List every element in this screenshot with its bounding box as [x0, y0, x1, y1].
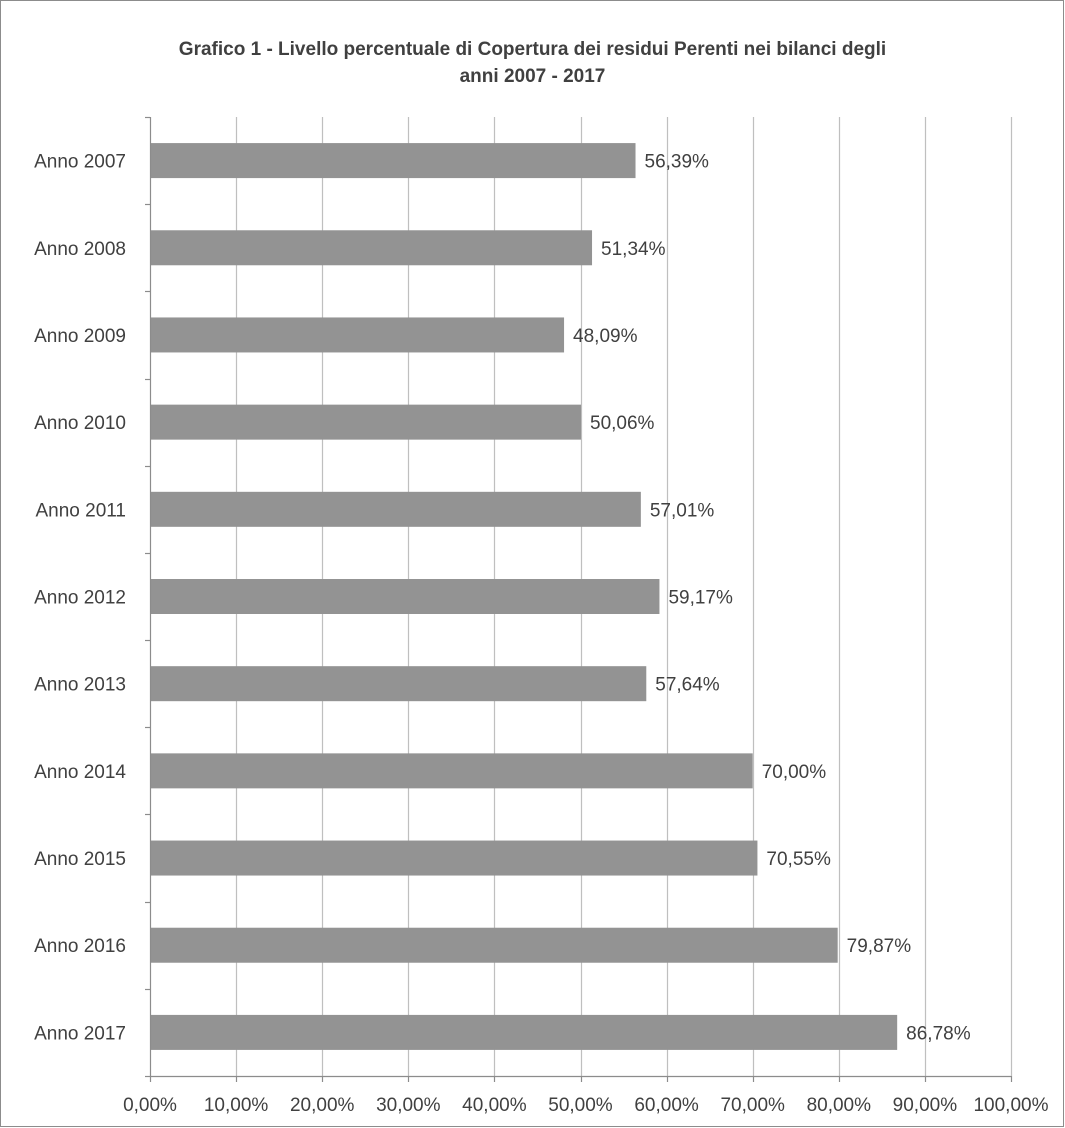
data-label-anno-2016: 79,87%: [847, 936, 912, 957]
x-tick-label-70: 70,00%: [720, 1095, 785, 1116]
x-tick-label-0: 0,00%: [123, 1095, 177, 1116]
x-tick-label-90: 90,00%: [893, 1095, 958, 1116]
category-label-anno-2009: Anno 2009: [34, 326, 126, 347]
x-tick-label-100: 100,00%: [973, 1095, 1048, 1116]
bar-anno-2010: [150, 404, 582, 440]
x-tick-label-60: 60,00%: [634, 1095, 699, 1116]
x-tick-label-10: 10,00%: [204, 1095, 269, 1116]
x-tick-label-50: 50,00%: [548, 1095, 613, 1116]
bar-anno-2013: [150, 666, 647, 702]
x-tick-label-20: 20,00%: [290, 1095, 355, 1116]
chart-title: Grafico 1 - Livello percentuale di Coper…: [0, 36, 1065, 90]
category-label-anno-2007: Anno 2007: [34, 152, 126, 173]
x-tick-label-80: 80,00%: [807, 1095, 872, 1116]
bar-anno-2017: [150, 1014, 898, 1050]
axes: [145, 116, 1013, 1082]
bar-anno-2012: [150, 579, 660, 614]
data-label-anno-2009: 48,09%: [573, 326, 638, 347]
bar-anno-2009: [150, 317, 565, 353]
category-label-anno-2013: Anno 2013: [34, 675, 126, 696]
data-label-anno-2010: 50,06%: [590, 413, 655, 434]
category-label-anno-2016: Anno 2016: [34, 936, 126, 957]
data-label-anno-2012: 59,17%: [668, 588, 733, 609]
bars: [150, 143, 898, 1050]
bar-anno-2007: [150, 143, 636, 179]
data-label-anno-2008: 51,34%: [601, 239, 666, 260]
bar-anno-2008: [150, 230, 593, 266]
x-tick-label-30: 30,00%: [376, 1095, 441, 1116]
category-label-anno-2008: Anno 2008: [34, 239, 126, 260]
x-tick-label-40: 40,00%: [462, 1095, 527, 1116]
category-label-anno-2011: Anno 2011: [35, 500, 126, 521]
data-label-anno-2013: 57,64%: [655, 675, 720, 696]
category-label-anno-2010: Anno 2010: [34, 413, 126, 434]
bar-anno-2014: [150, 753, 753, 789]
chart-title-line-1: Grafico 1 - Livello percentuale di Coper…: [178, 39, 887, 60]
category-label-anno-2017: Anno 2017: [34, 1023, 126, 1044]
bar-anno-2015: [150, 840, 758, 876]
category-label-anno-2014: Anno 2014: [34, 762, 126, 783]
labels: 0,00% 10,00% 20,00% 30,00% 40,00% 50,00% 60,00…: [34, 152, 1049, 1116]
chart-title-line-2: anni 2007 - 2017: [459, 66, 606, 87]
category-label-anno-2012: Anno 2012: [34, 588, 126, 609]
category-label-anno-2015: Anno 2015: [34, 849, 126, 870]
data-label-anno-2015: 70,55%: [766, 849, 831, 870]
bar-anno-2016: [150, 927, 838, 963]
data-label-anno-2017: 86,78%: [906, 1023, 971, 1044]
bar-anno-2011: [150, 491, 641, 527]
data-label-anno-2007: 56,39%: [645, 152, 710, 173]
data-label-anno-2011: 57,01%: [650, 500, 715, 521]
data-label-anno-2014: 70,00%: [762, 762, 827, 783]
